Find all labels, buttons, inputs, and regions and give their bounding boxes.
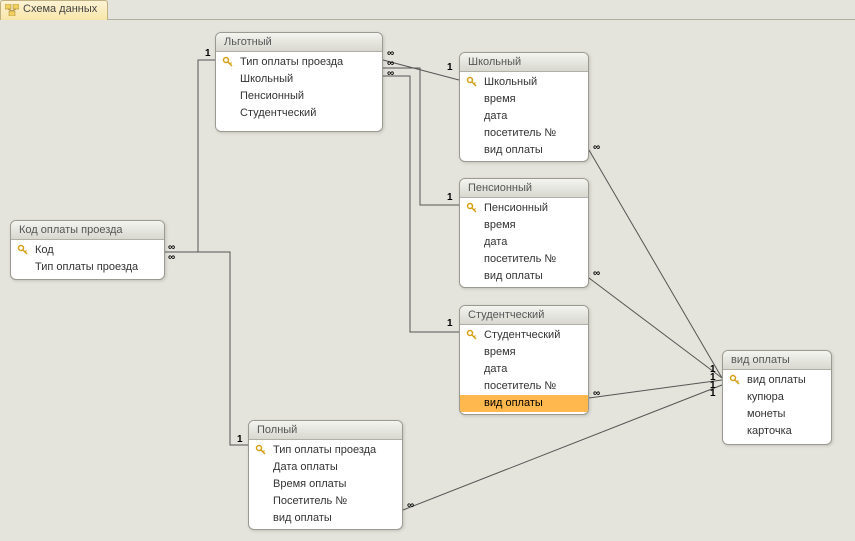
- field-row[interactable]: Тип оплаты проезда: [216, 54, 382, 71]
- cardinality-label: 1: [237, 434, 243, 445]
- cardinality-label: 1: [447, 318, 453, 329]
- table-pens[interactable]: ПенсионныйПенсионныйвремядатапосетитель …: [459, 178, 589, 288]
- field-row[interactable]: дата: [460, 108, 588, 125]
- table-vid[interactable]: вид оплатывид оплатыкупюрамонетыкарточка: [722, 350, 832, 445]
- table-header[interactable]: Льготный: [216, 33, 382, 52]
- field-row[interactable]: Студентческий: [216, 105, 382, 122]
- table-header[interactable]: Полный: [249, 421, 402, 440]
- cardinality-label: 1: [205, 48, 211, 59]
- field-row[interactable]: карточка: [723, 423, 831, 440]
- tab-bar: Схема данных: [0, 0, 855, 20]
- field-row[interactable]: Дата оплаты: [249, 459, 402, 476]
- schema-tab[interactable]: Схема данных: [0, 0, 108, 20]
- field-row[interactable]: вид оплаты: [460, 395, 588, 412]
- table-body: Студентческийвремядатапосетитель №вид оп…: [460, 325, 588, 414]
- cardinality-label: ∞: [407, 500, 414, 511]
- field-row[interactable]: Тип оплаты проезда: [11, 259, 164, 276]
- field-row[interactable]: вид оплаты: [723, 372, 831, 389]
- relationship-lines: [0, 20, 855, 541]
- table-body: вид оплатыкупюрамонетыкарточка: [723, 370, 831, 442]
- table-header[interactable]: Код оплаты проезда: [11, 221, 164, 240]
- table-header[interactable]: Пенсионный: [460, 179, 588, 198]
- table-header[interactable]: Студентческий: [460, 306, 588, 325]
- table-lgot[interactable]: ЛьготныйТип оплаты проездаШкольныйПенсио…: [215, 32, 383, 132]
- cardinality-label: ∞: [593, 388, 600, 399]
- table-body: КодТип оплаты проезда: [11, 240, 164, 278]
- field-row[interactable]: посетитель №: [460, 251, 588, 268]
- cardinality-label: 1: [447, 192, 453, 203]
- cardinality-label: ∞: [593, 142, 600, 153]
- table-poln[interactable]: ПолныйТип оплаты проездаДата оплатыВремя…: [248, 420, 403, 530]
- table-body: Пенсионныйвремядатапосетитель №вид оплат…: [460, 198, 588, 287]
- cardinality-label: ∞: [387, 68, 394, 79]
- tab-label: Схема данных: [23, 3, 97, 15]
- table-body: Тип оплаты проездаДата оплатыВремя оплат…: [249, 440, 402, 529]
- cardinality-label: ∞: [593, 268, 600, 279]
- cardinality-label: 1: [447, 62, 453, 73]
- field-row[interactable]: Школьный: [216, 71, 382, 88]
- schema-canvas[interactable]: Код оплаты проездаКодТип оплаты проездаЛ…: [0, 20, 855, 541]
- field-row[interactable]: Пенсионный: [216, 88, 382, 105]
- field-row[interactable]: вид оплаты: [249, 510, 402, 527]
- field-row[interactable]: купюра: [723, 389, 831, 406]
- table-body: Школьныйвремядатапосетитель №вид оплаты: [460, 72, 588, 161]
- field-row[interactable]: дата: [460, 234, 588, 251]
- schema-icon: [5, 4, 19, 16]
- field-row[interactable]: вид оплаты: [460, 142, 588, 159]
- field-row[interactable]: посетитель №: [460, 378, 588, 395]
- table-header[interactable]: вид оплаты: [723, 351, 831, 370]
- table-shkol[interactable]: ШкольныйШкольныйвремядатапосетитель №вид…: [459, 52, 589, 162]
- field-row[interactable]: Студентческий: [460, 327, 588, 344]
- table-body: Тип оплаты проездаШкольныйПенсионныйСтуд…: [216, 52, 382, 124]
- cardinality-label: 1: [710, 388, 716, 399]
- table-header[interactable]: Школьный: [460, 53, 588, 72]
- field-row[interactable]: монеты: [723, 406, 831, 423]
- field-row[interactable]: время: [460, 344, 588, 361]
- field-row[interactable]: Пенсионный: [460, 200, 588, 217]
- field-row[interactable]: вид оплаты: [460, 268, 588, 285]
- cardinality-label: ∞: [168, 252, 175, 263]
- field-row[interactable]: время: [460, 217, 588, 234]
- table-kod[interactable]: Код оплаты проездаКодТип оплаты проезда: [10, 220, 165, 280]
- field-row[interactable]: Время оплаты: [249, 476, 402, 493]
- field-row[interactable]: Код: [11, 242, 164, 259]
- field-row[interactable]: Школьный: [460, 74, 588, 91]
- field-row[interactable]: дата: [460, 361, 588, 378]
- table-stud[interactable]: СтудентческийСтудентческийвремядатапосет…: [459, 305, 589, 415]
- field-row[interactable]: Посетитель №: [249, 493, 402, 510]
- field-row[interactable]: посетитель №: [460, 125, 588, 142]
- field-row[interactable]: Тип оплаты проезда: [249, 442, 402, 459]
- field-row[interactable]: время: [460, 91, 588, 108]
